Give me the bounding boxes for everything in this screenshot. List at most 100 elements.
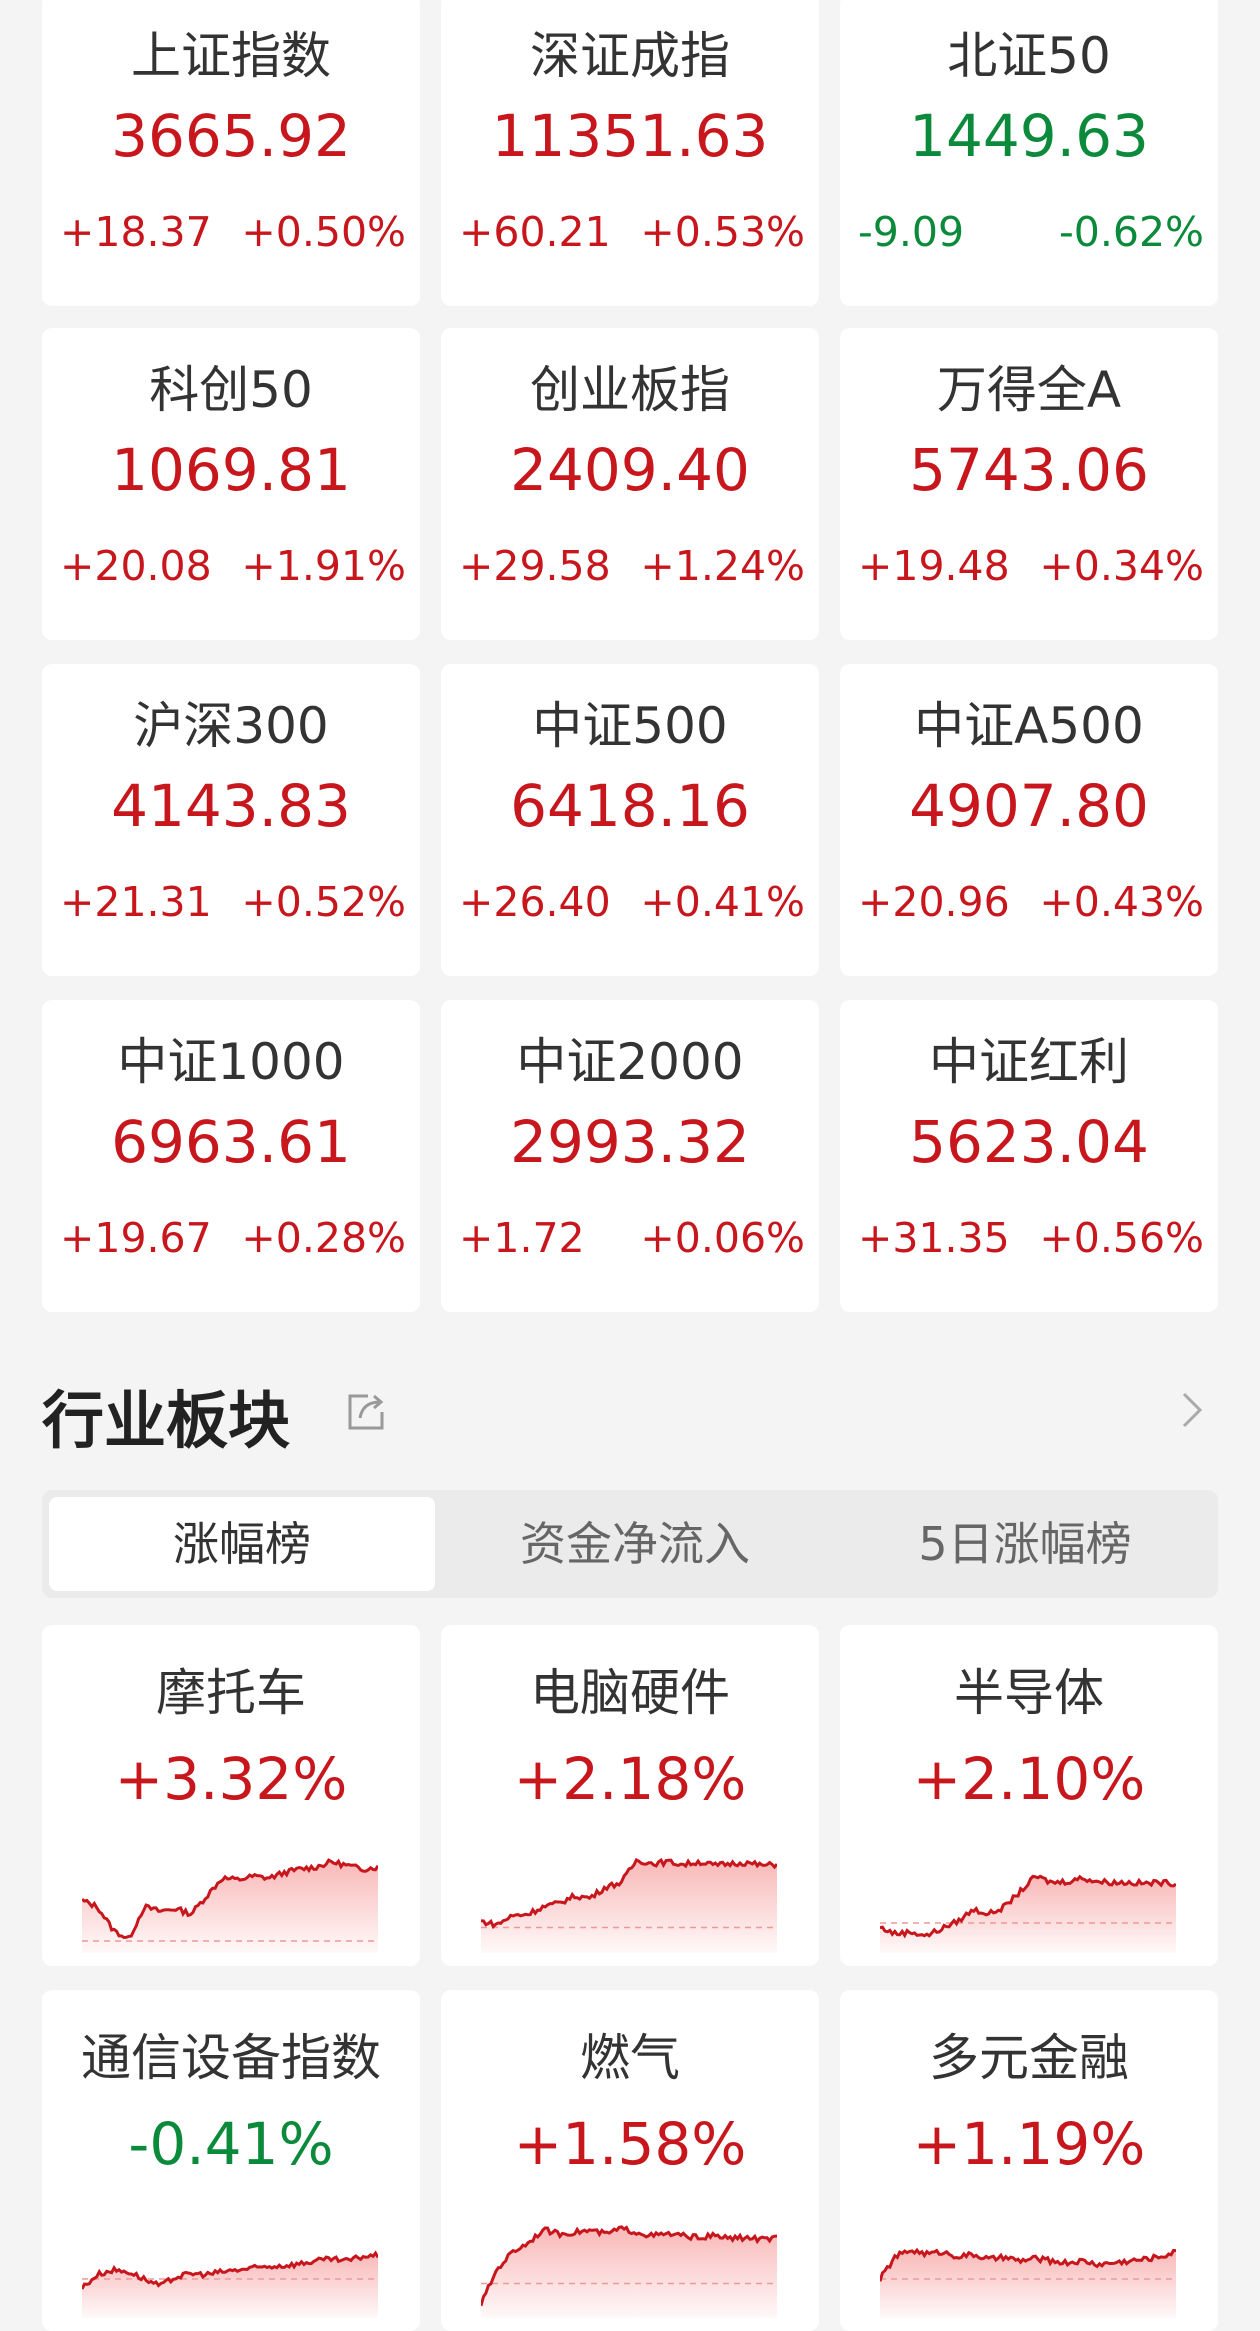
sector-card[interactable]: 半导体 +2.10% (840, 1625, 1218, 1966)
index-card[interactable]: 中证红利 5623.04 +31.35 +0.56% (840, 1000, 1218, 1312)
sector-name: 多元金融 (929, 2029, 1129, 2087)
index-card[interactable]: 科创50 1069.81 +20.08 +1.91% (42, 328, 420, 640)
sector-name: 摩托车 (156, 1664, 306, 1722)
sparkline-line (880, 2247, 1176, 2282)
index-name: 中证A500 (914, 697, 1144, 755)
index-pct: +0.50% (241, 208, 406, 256)
sector-tabs: 涨幅榜 资金净流入 5日涨幅榜 (42, 1490, 1218, 1598)
tab-gainers[interactable]: 涨幅榜 (49, 1497, 435, 1591)
sector-name: 电脑硬件 (530, 1664, 730, 1722)
share-icon[interactable] (346, 1388, 386, 1432)
index-change: +31.35 (858, 1214, 1010, 1262)
sparkline-line (481, 2225, 777, 2307)
index-pct: +0.28% (241, 1214, 406, 1262)
index-pct: +0.41% (640, 878, 805, 926)
sector-pct: +1.58% (513, 2110, 747, 2178)
sector-sparkline (880, 1874, 1176, 1953)
sector-pct: +1.19% (912, 2110, 1146, 2178)
index-card[interactable]: 沪深300 4143.83 +21.31 +0.52% (42, 664, 420, 976)
sparkline-area (82, 1860, 378, 1953)
sector-sparkline (880, 2247, 1176, 2318)
index-value: 2409.40 (510, 436, 750, 504)
sparkline-line (880, 1874, 1176, 1939)
index-change: +21.31 (60, 878, 212, 926)
sector-pct: +2.18% (513, 1745, 747, 1813)
index-value: 5743.06 (909, 436, 1149, 504)
index-change: +20.08 (60, 542, 212, 590)
index-pct: +1.24% (640, 542, 805, 590)
index-name: 万得全A (936, 361, 1122, 419)
index-name: 沪深300 (133, 697, 329, 755)
sector-sparkline (481, 2225, 777, 2318)
sector-card[interactable]: 多元金融 +1.19% (840, 1990, 1218, 2331)
index-value: 4143.83 (111, 772, 351, 840)
index-pct: +0.34% (1039, 542, 1204, 590)
index-name: 中证红利 (929, 1033, 1129, 1091)
sector-pct: +3.32% (114, 1745, 348, 1813)
sparkline-line (481, 1857, 777, 1930)
index-name: 中证2000 (516, 1033, 744, 1091)
index-value: 1069.81 (111, 436, 351, 504)
index-value: 1449.63 (909, 102, 1149, 170)
index-value: 2993.32 (510, 1108, 750, 1176)
sector-name: 通信设备指数 (81, 2029, 381, 2087)
sector-sparkline (82, 1858, 378, 1953)
index-change: +18.37 (60, 208, 212, 256)
index-pct: +0.43% (1039, 878, 1204, 926)
tab-5day-gainers[interactable]: 5日涨幅榜 (918, 1517, 1132, 1571)
index-card[interactable]: 北证50 1449.63 -9.09 -0.62% (840, 0, 1218, 306)
index-name: 深证成指 (530, 27, 730, 85)
index-name: 上证指数 (131, 27, 331, 85)
index-change: +19.67 (60, 1214, 212, 1262)
sparkline-area (82, 2253, 378, 2318)
sector-pct: +2.10% (912, 1745, 1146, 1813)
index-name: 科创50 (149, 361, 313, 419)
sector-sparkline (82, 2250, 378, 2318)
index-card[interactable]: 创业板指 2409.40 +29.58 +1.24% (441, 328, 819, 640)
index-change: +26.40 (459, 878, 611, 926)
index-name: 中证500 (532, 697, 728, 755)
index-card[interactable]: 中证500 6418.16 +26.40 +0.41% (441, 664, 819, 976)
sector-card[interactable]: 通信设备指数 -0.41% (42, 1990, 420, 2331)
index-card[interactable]: 深证成指 11351.63 +60.21 +0.53% (441, 0, 819, 306)
index-change: +19.48 (858, 542, 1010, 590)
sparkline-area (481, 1859, 777, 1953)
index-name: 北证50 (947, 27, 1111, 85)
tab-net-inflow[interactable]: 资金净流入 (520, 1517, 750, 1571)
sector-pct: -0.41% (128, 2110, 334, 2178)
index-pct: -0.62% (1058, 208, 1204, 256)
index-card[interactable]: 中证1000 6963.61 +19.67 +0.28% (42, 1000, 420, 1312)
sparkline-area (481, 2226, 777, 2318)
index-value: 11351.63 (491, 102, 769, 170)
index-value: 6963.61 (111, 1108, 351, 1176)
index-value: 6418.16 (510, 772, 750, 840)
sparkline-line (82, 2250, 378, 2290)
index-value: 5623.04 (909, 1108, 1149, 1176)
index-change: +60.21 (459, 208, 611, 256)
section-title: 行业板块 (42, 1384, 291, 1457)
sparkline-line (82, 1858, 378, 1940)
index-change: +20.96 (858, 878, 1010, 926)
index-pct: +0.53% (640, 208, 805, 256)
index-pct: +0.52% (241, 878, 406, 926)
index-card[interactable]: 万得全A 5743.06 +19.48 +0.34% (840, 328, 1218, 640)
sector-sparkline (481, 1857, 777, 1953)
sector-name: 燃气 (580, 2029, 680, 2087)
index-value: 4907.80 (909, 772, 1149, 840)
chevron-right-icon[interactable] (1180, 1388, 1204, 1432)
index-pct: +1.91% (241, 542, 406, 590)
index-change: -9.09 (858, 208, 965, 256)
index-pct: +0.56% (1039, 1214, 1204, 1262)
index-card[interactable]: 中证2000 2993.32 +1.72 +0.06% (441, 1000, 819, 1312)
sector-name: 半导体 (954, 1664, 1104, 1722)
index-value: 3665.92 (111, 102, 351, 170)
index-change: +1.72 (459, 1214, 585, 1262)
index-pct: +0.06% (640, 1214, 805, 1262)
sector-card[interactable]: 燃气 +1.58% (441, 1990, 819, 2331)
sector-card[interactable]: 摩托车 +3.32% (42, 1625, 420, 1966)
sector-card[interactable]: 电脑硬件 +2.18% (441, 1625, 819, 1966)
index-card[interactable]: 上证指数 3665.92 +18.37 +0.50% (42, 0, 420, 306)
index-name: 中证1000 (117, 1033, 345, 1091)
index-card[interactable]: 中证A500 4907.80 +20.96 +0.43% (840, 664, 1218, 976)
index-change: +29.58 (459, 542, 611, 590)
